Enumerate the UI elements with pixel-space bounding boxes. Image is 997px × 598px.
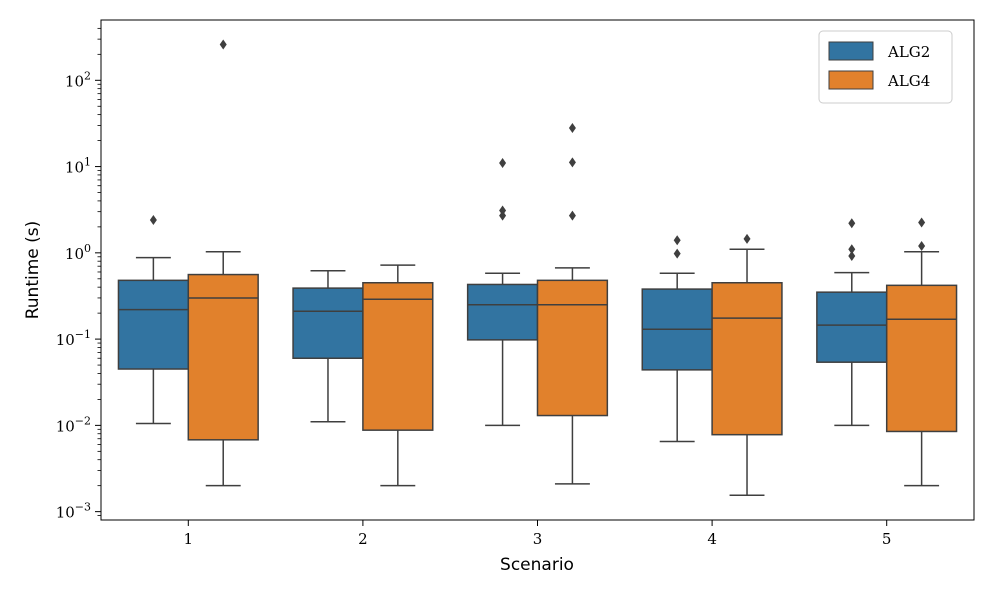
box-ALG4-3 [536, 122, 609, 485]
y-tick-label: 101 [65, 156, 91, 177]
box-ALG4-1 [187, 39, 259, 487]
outlier-point [918, 217, 926, 228]
y-axis: 10−3 10−2 10−1 100 101 102 [56, 27, 101, 522]
box-body [711, 282, 783, 436]
legend-label: ALG4 [887, 72, 930, 90]
x-tick-label: 1 [184, 530, 194, 548]
x-tick-label: 4 [707, 530, 717, 548]
y-tick-label: 102 [65, 69, 91, 90]
outlier-point [499, 210, 507, 221]
y-tick-label: 10−1 [56, 328, 91, 349]
outlier-point [848, 218, 856, 229]
box-ALG2-5 [816, 218, 888, 427]
box-body [117, 279, 190, 370]
box-ALG4-2 [362, 264, 434, 487]
outlier-point [918, 241, 926, 252]
x-axis-title: Scenario [500, 555, 574, 575]
outlier-point [743, 233, 751, 244]
outlier-point [149, 215, 157, 226]
y-tick-label: 10−2 [56, 414, 91, 435]
x-tick-label: 2 [358, 530, 368, 548]
outlier-point [219, 39, 227, 50]
box-body [816, 291, 888, 363]
x-tick-label: 3 [533, 530, 543, 548]
box-ALG4-4 [711, 233, 783, 496]
box-ALG2-2 [292, 269, 364, 423]
y-tick-label: 100 [65, 242, 91, 263]
legend-label: ALG2 [887, 43, 930, 61]
outlier-point [568, 210, 576, 221]
outlier-point [568, 157, 576, 168]
legend-swatch [828, 41, 874, 61]
chart-marks [117, 39, 958, 496]
box-body [362, 282, 434, 431]
box-ALG2-4 [641, 235, 713, 443]
x-axis: 1 2 3 4 5 [184, 520, 892, 548]
legend: ALG2 ALG4 [818, 30, 953, 104]
legend-swatch [828, 70, 874, 90]
box-ALG2-1 [117, 215, 190, 425]
x-tick-label: 5 [882, 530, 892, 548]
y-axis-title: Runtime (s) [23, 221, 43, 320]
outlier-point [673, 248, 681, 259]
box-body [536, 279, 609, 417]
box-body [187, 273, 259, 441]
outlier-point [848, 244, 856, 255]
outlier-point [499, 157, 507, 168]
box-body [885, 284, 958, 433]
box-ALG2-3 [466, 157, 539, 427]
outlier-point [848, 250, 856, 261]
box-body [466, 283, 539, 341]
y-tick-label: 10−3 [56, 501, 91, 522]
outlier-point [499, 205, 507, 216]
outlier-point [568, 122, 576, 133]
box-body [292, 287, 364, 359]
outlier-point [673, 235, 681, 246]
box-ALG4-5 [885, 217, 958, 487]
